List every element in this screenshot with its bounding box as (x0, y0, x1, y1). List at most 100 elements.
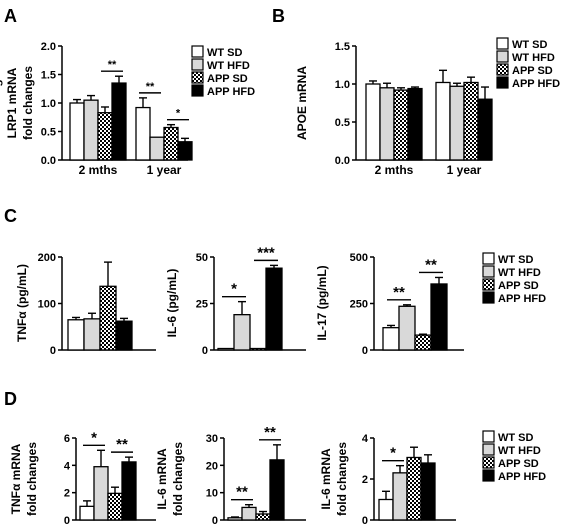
bar-c2-app-sd-0 (249, 347, 267, 351)
y-tick-label-a-4: 2.0 (41, 41, 56, 53)
chart-c1: 0 100 200 TNFα (pg/mL) (15, 252, 156, 357)
bar-d2-wt-sd-0 (227, 517, 243, 521)
y-axis-label-b-0: APOE mRNA (295, 66, 309, 140)
y-axis-label-d2-1: fold changes (171, 442, 185, 516)
legend-d: WT SD WT HFD APP SD APP HFD (482, 430, 546, 483)
chart-d2: 0 10 20 30 IL-6 mRNA fold changes ** ** (155, 424, 306, 527)
legend-d-label-wt-sd: WT SD (498, 432, 533, 444)
y-tick-label-d2-2: 20 (206, 460, 218, 472)
y-tick-label-a-0: 0.0 (41, 155, 56, 167)
legend-b-swatch-app-sd (496, 63, 509, 76)
bar-a-wt-hfd-1 (149, 136, 165, 161)
legend-d-label-app-sd: APP SD (498, 458, 539, 470)
significance-label-c3-1: ** (425, 256, 437, 273)
significance-label-c2-0: * (231, 281, 237, 298)
legend-c-label-app-sd: APP SD (498, 280, 539, 292)
bar-d3-app-sd-0 (406, 456, 422, 521)
bar-d1-wt-sd-0 (79, 505, 95, 521)
y-tick-label-d3-1: 2 (362, 474, 368, 486)
bar-a-app-sd-1 (163, 126, 179, 161)
bar-a-wt-sd-0 (69, 102, 85, 161)
legend-c-swatch-app-hfd (482, 291, 495, 304)
legend-d-swatch-app-sd (482, 456, 495, 469)
legend-d-swatch-wt-hfd (482, 443, 495, 456)
y-tick-label-d2-3: 30 (206, 433, 218, 445)
y-tick-label-d3-2: 4 (362, 433, 369, 445)
legend-b-label-app-sd: APP SD (512, 65, 553, 77)
legend-c: WT SD WT HFD APP SD APP HFD (482, 252, 546, 305)
legend-d-swatch-wt-sd (482, 430, 495, 443)
legend-b-swatch-wt-hfd (496, 50, 509, 63)
y-tick-label-c3-1: 250 (350, 299, 368, 311)
y-tick-label-d1-1: 2 (64, 488, 70, 500)
y-tick-label-c2-2: 50 (196, 252, 208, 264)
bar-d1-app-sd-0 (107, 492, 123, 521)
y-tick-label-c1-2: 200 (38, 252, 56, 264)
legend-b-swatch-app-hfd (496, 76, 509, 89)
category-label-a-1: 1 year (147, 163, 182, 177)
y-axis-label-c2-0: IL-6 (pg/mL) (165, 269, 179, 338)
legend-b-label-wt-sd: WT SD (512, 39, 547, 51)
panel-label-b: B (272, 6, 285, 26)
y-tick-label-b-2: 1.0 (335, 79, 350, 91)
significance-label-c3-0: ** (393, 284, 405, 301)
y-axis-label-b-1: fold changes (0, 66, 3, 140)
significance-label-d1-0: * (91, 429, 97, 446)
legend-a-swatch-app-sd (191, 71, 204, 84)
bar-b-app-hfd-0 (407, 87, 423, 161)
significance-label-a-2: * (176, 108, 181, 120)
chart-c3: 0 250 500 IL-17 (pg/mL) ** ** (315, 252, 464, 357)
y-tick-label-d2-0: 0 (212, 515, 218, 527)
y-tick-label-c3-0: 0 (362, 345, 368, 357)
significance-label-d1-1: ** (116, 436, 128, 453)
bar-c2-wt-sd-0 (217, 347, 235, 351)
panel-label-c: C (4, 206, 17, 226)
legend-c-swatch-wt-hfd (482, 265, 495, 278)
legend-a: WT SD WT HFD APP SD APP HFD (191, 45, 255, 98)
y-axis-label-a-1: fold changes (21, 66, 35, 140)
y-tick-label-c1-1: 100 (38, 299, 56, 311)
significance-label-a-1: ** (146, 81, 155, 93)
significance-label-d2-1: ** (264, 424, 276, 441)
bar-d2-wt-hfd-0 (241, 506, 257, 521)
bar-d3-wt-sd-0 (378, 498, 394, 521)
legend-a-label-app-sd: APP SD (207, 73, 248, 85)
legend-a-label-wt-sd: WT SD (207, 47, 242, 59)
bar-b-wt-hfd-1 (449, 85, 465, 161)
bar-d2-app-sd-0 (255, 513, 271, 521)
y-axis-label-d3-0: IL-6 mRNA (319, 448, 333, 510)
legend-b-label-wt-hfd: WT HFD (512, 52, 555, 64)
bar-a-app-sd-0 (97, 112, 113, 161)
legend-c-swatch-app-sd (482, 278, 495, 291)
legend-c-label-app-hfd: APP HFD (498, 293, 546, 305)
legend-d-swatch-app-hfd (482, 469, 495, 482)
bar-b-wt-sd-1 (435, 81, 451, 161)
legend-c-label-wt-sd: WT SD (498, 254, 533, 266)
y-tick-label-a-3: 1.5 (41, 70, 56, 82)
y-tick-label-d1-2: 4 (64, 460, 71, 472)
significance-label-d2-0: ** (236, 484, 248, 501)
bar-d3-app-hfd-0 (420, 462, 436, 521)
y-axis-label-c1-0: TNFα (pg/mL) (15, 264, 29, 342)
legend-a-swatch-wt-sd (191, 45, 204, 58)
y-axis-label-d2-0: IL-6 mRNA (155, 448, 169, 510)
bar-c3-wt-hfd-0 (398, 305, 416, 351)
significance-label-a-0: ** (108, 59, 117, 71)
legend-b-swatch-wt-sd (496, 37, 509, 50)
legend-a-swatch-app-hfd (191, 84, 204, 97)
y-tick-label-a-1: 0.5 (41, 127, 56, 139)
significance-label-d3-0: * (390, 445, 396, 462)
category-label-a-0: 2 mths (79, 163, 118, 177)
chart-a: 0.0 0.5 1.0 1.5 2.0 LRP1 mRNA fold changes 2 mt… (5, 41, 193, 177)
bar-c1-wt-hfd-0 (83, 318, 101, 351)
y-axis-label-d1-1: fold changes (25, 442, 39, 516)
panel-label-d: D (4, 389, 17, 409)
y-tick-label-c3-2: 500 (350, 252, 368, 264)
y-axis-label-d1-0: TNFα mRNA (9, 443, 23, 514)
y-tick-label-b-0: 0.0 (335, 155, 350, 167)
panel-label-a: A (4, 6, 17, 26)
bar-b-app-sd-0 (393, 89, 409, 161)
